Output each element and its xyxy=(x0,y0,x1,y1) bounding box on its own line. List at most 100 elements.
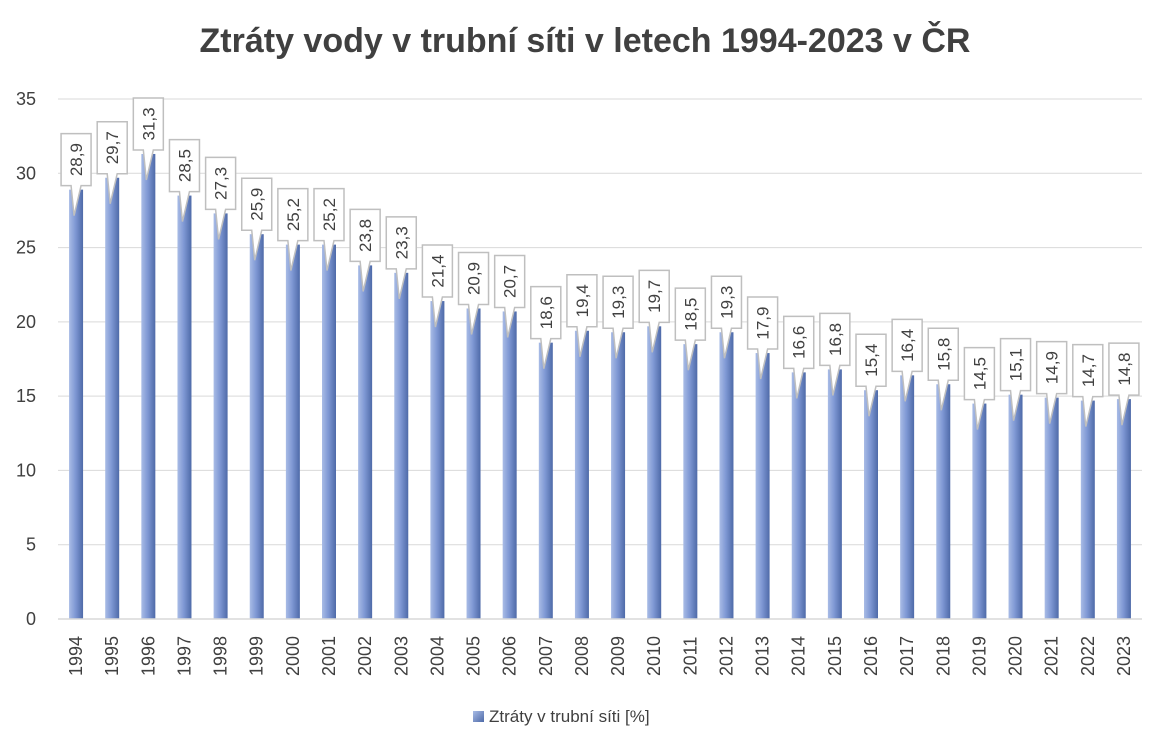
svg-text:19,3: 19,3 xyxy=(717,286,736,319)
data-label: 19,3 xyxy=(602,275,634,359)
bar xyxy=(719,332,734,619)
bar xyxy=(791,372,806,619)
data-label: 20,9 xyxy=(457,251,490,335)
x-tick-label: 1996 xyxy=(138,636,158,676)
bar xyxy=(900,375,915,619)
y-tick-label: 15 xyxy=(16,386,36,406)
y-tick-label: 5 xyxy=(26,535,36,555)
bar xyxy=(105,177,120,619)
x-tick-label: 2018 xyxy=(933,636,953,676)
svg-text:15,8: 15,8 xyxy=(934,338,953,371)
legend-label: Ztráty v trubní síti [%] xyxy=(489,707,650,726)
data-label: 25,9 xyxy=(240,177,273,261)
data-label: 23,8 xyxy=(349,208,381,292)
bar xyxy=(69,189,84,619)
x-tick-label: 2011 xyxy=(680,637,700,676)
data-label: 28,9 xyxy=(60,132,92,216)
svg-text:28,5: 28,5 xyxy=(175,149,194,182)
x-tick-label: 2021 xyxy=(1042,636,1062,676)
x-tick-label: 2020 xyxy=(1006,636,1026,676)
bar xyxy=(249,234,264,619)
svg-text:20,9: 20,9 xyxy=(465,262,484,295)
bar xyxy=(358,265,373,619)
data-label: 19,4 xyxy=(566,274,598,357)
data-label: 17,9 xyxy=(746,296,779,380)
chart-title: Ztráty vody v trubní síti v letech 1994-… xyxy=(199,22,971,60)
svg-text:16,8: 16,8 xyxy=(826,323,845,356)
svg-text:20,7: 20,7 xyxy=(501,265,520,298)
svg-text:15,4: 15,4 xyxy=(862,344,881,377)
x-tick-label: 2007 xyxy=(536,636,556,676)
bar xyxy=(827,369,842,619)
bar xyxy=(611,332,626,619)
data-label: 29,7 xyxy=(96,120,128,204)
svg-text:14,9: 14,9 xyxy=(1043,351,1062,384)
svg-text:21,4: 21,4 xyxy=(428,255,447,288)
bar xyxy=(936,384,951,619)
x-tick-label: 2014 xyxy=(789,636,809,676)
data-label: 14,8 xyxy=(1108,342,1140,426)
legend-swatch xyxy=(473,711,484,722)
svg-text:19,7: 19,7 xyxy=(645,280,664,313)
bar xyxy=(683,344,698,619)
data-label: 25,2 xyxy=(277,187,309,271)
svg-text:29,7: 29,7 xyxy=(103,131,122,164)
bar xyxy=(177,195,192,620)
x-tick-label: 1995 xyxy=(102,636,122,676)
x-tick-label: 1997 xyxy=(174,636,194,676)
y-tick-label: 35 xyxy=(16,89,36,109)
svg-text:15,1: 15,1 xyxy=(1007,348,1026,381)
bar xyxy=(755,353,770,619)
x-tick-label: 2010 xyxy=(644,636,664,676)
x-tick-label: 2022 xyxy=(1078,636,1098,676)
y-tick-label: 10 xyxy=(16,460,36,480)
bar xyxy=(430,301,445,619)
data-label: 18,6 xyxy=(530,285,562,369)
x-tick-label: 2015 xyxy=(825,636,845,676)
x-tick-label: 1994 xyxy=(66,636,86,676)
svg-text:18,5: 18,5 xyxy=(681,298,700,331)
svg-text:25,2: 25,2 xyxy=(284,198,303,231)
bar xyxy=(213,213,228,619)
bar xyxy=(502,311,517,619)
data-label: 14,7 xyxy=(1072,343,1104,427)
y-tick-label: 25 xyxy=(16,238,36,258)
data-label: 23,3 xyxy=(385,216,418,299)
data-label: 18,5 xyxy=(674,287,707,371)
bar xyxy=(538,342,553,619)
data-label: 15,1 xyxy=(999,337,1032,421)
bar xyxy=(1008,394,1023,619)
bar xyxy=(972,403,987,619)
y-tick-label: 20 xyxy=(16,312,36,332)
legend: Ztráty v trubní síti [%] xyxy=(473,707,650,726)
data-label: 16,8 xyxy=(819,312,851,396)
x-tick-label: 2013 xyxy=(753,636,773,676)
x-tick-label: 2016 xyxy=(861,636,881,676)
bar xyxy=(647,326,662,619)
data-label: 19,7 xyxy=(638,269,670,353)
bar xyxy=(394,272,409,619)
bar xyxy=(285,244,300,619)
data-label: 21,4 xyxy=(421,244,454,328)
x-tick-label: 2006 xyxy=(500,636,520,676)
data-label: 16,6 xyxy=(782,315,815,399)
svg-text:31,3: 31,3 xyxy=(139,107,158,140)
x-tick-label: 2012 xyxy=(716,636,736,676)
svg-text:19,4: 19,4 xyxy=(573,284,592,317)
svg-text:14,7: 14,7 xyxy=(1079,354,1098,387)
y-tick-label: 0 xyxy=(26,609,36,629)
x-tick-label: 2003 xyxy=(391,636,411,676)
svg-text:23,8: 23,8 xyxy=(356,219,375,252)
x-tick-label: 2004 xyxy=(427,636,447,676)
bar xyxy=(1080,400,1095,619)
data-label: 28,5 xyxy=(168,138,201,222)
y-tick-label: 30 xyxy=(16,163,36,183)
bar xyxy=(864,390,878,619)
data-label: 14,5 xyxy=(963,346,996,430)
data-label: 15,8 xyxy=(927,327,960,411)
data-label: 14,9 xyxy=(1035,340,1068,424)
x-tick-label: 2017 xyxy=(897,636,917,676)
svg-text:23,3: 23,3 xyxy=(392,226,411,259)
svg-text:19,3: 19,3 xyxy=(609,286,628,319)
